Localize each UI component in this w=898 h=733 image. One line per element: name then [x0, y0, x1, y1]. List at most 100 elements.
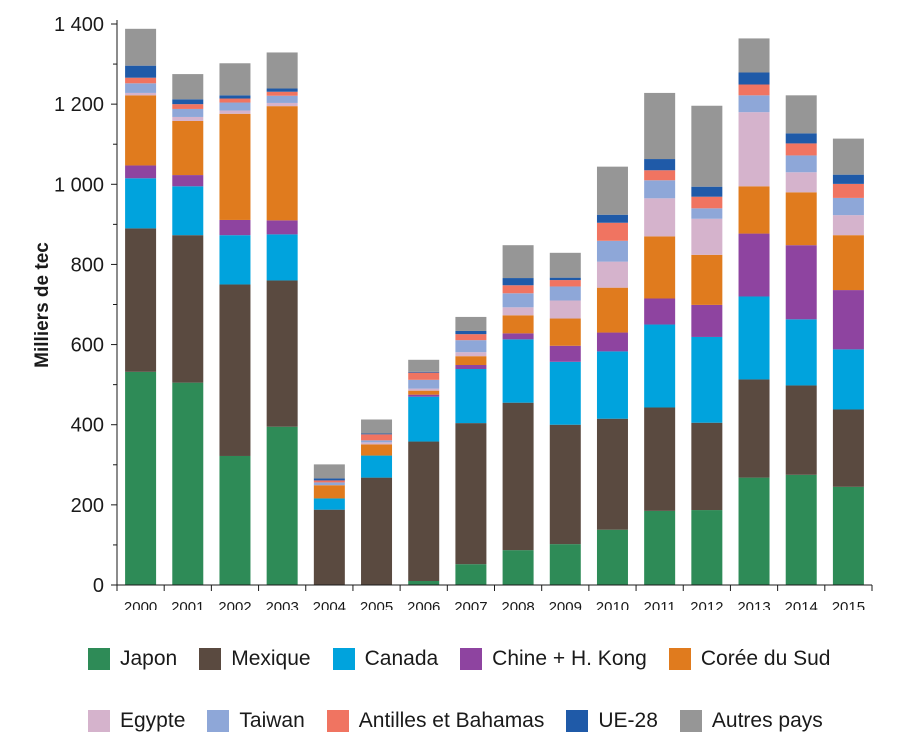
legend-label: Antilles et Bahamas — [358, 709, 545, 732]
bar-segment-mexique — [408, 441, 440, 581]
legend-item: Corée du Sud — [668, 647, 830, 671]
bar-segment-chine-h-kong — [832, 290, 864, 350]
bar-segment-antilles-et-bahamas — [549, 280, 581, 287]
bar-segment-ue-28 — [549, 277, 581, 281]
bar-segment-taiwan — [266, 95, 298, 103]
bar-segment-canada — [408, 396, 440, 442]
bar-segment-egypte — [219, 110, 251, 114]
bar-segment-mexique — [172, 235, 204, 383]
bar-segment-taiwan — [644, 180, 676, 199]
bar-segment-chine-h-kong — [691, 304, 723, 337]
legend-label: Autres pays — [711, 709, 823, 732]
x-tick-label: 2015 — [832, 599, 865, 610]
bar-segment-antilles-et-bahamas — [738, 84, 770, 96]
x-tick-label: 2011 — [644, 599, 676, 610]
bar-segment-cor-e-du-sud — [408, 390, 440, 395]
legend-item: Chine + H. Kong — [460, 647, 647, 671]
legend-item: Autres pays — [679, 709, 823, 733]
bar-segment-canada — [266, 234, 298, 281]
legend-label: Japon — [120, 647, 178, 670]
bar-segment-egypte — [361, 442, 393, 445]
bar-segment-mexique — [125, 228, 157, 372]
bar-segment-chine-h-kong — [408, 394, 440, 397]
bar-segment-chine-h-kong — [596, 332, 628, 352]
x-tick-label: 2002 — [218, 599, 251, 610]
bar-segment-antilles-et-bahamas — [313, 480, 345, 483]
bar-segment-cor-e-du-sud — [172, 120, 204, 176]
legend-label: Mexique — [231, 647, 311, 670]
bar-segment-chine-h-kong — [172, 175, 204, 187]
bar-segment-antilles-et-bahamas — [502, 285, 534, 294]
bar-segment-taiwan — [455, 340, 487, 353]
bar-segment-japon — [832, 486, 864, 585]
bar-segment-mexique — [691, 422, 723, 511]
bar-segment-chine-h-kong — [266, 220, 298, 235]
bar-segment-taiwan — [691, 208, 723, 219]
bar-segment-canada — [832, 349, 864, 410]
legend-swatch — [668, 648, 691, 670]
bar-segment-autres-pays — [219, 63, 251, 96]
legend-swatch — [199, 648, 222, 670]
bar-segment-antilles-et-bahamas — [832, 183, 864, 198]
legend-label: UE-28 — [598, 709, 658, 732]
bar-segment-canada — [644, 324, 676, 408]
bar-segment-autres-pays — [266, 52, 298, 89]
legend-item: Egypte — [88, 709, 185, 733]
bar-segment-chine-h-kong — [219, 219, 251, 236]
bar-segment-antilles-et-bahamas — [455, 334, 487, 341]
bar-segment-mexique — [785, 385, 817, 475]
bar-segment-egypte — [125, 92, 157, 96]
bar-segment-canada — [172, 186, 204, 236]
bar-segment-egypte — [172, 116, 204, 121]
bar-segment-antilles-et-bahamas — [408, 372, 440, 380]
bar-segment-autres-pays — [832, 138, 864, 175]
x-tick-label: 2010 — [596, 599, 629, 610]
bar-segment-egypte — [691, 218, 723, 255]
bar-segment-canada — [549, 361, 581, 425]
legend-swatch — [88, 648, 110, 670]
legend-item: Antilles et Bahamas — [326, 709, 545, 733]
bar-segment-mexique — [455, 423, 487, 565]
bar-segment-canada — [785, 319, 817, 386]
bar-segment-autres-pays — [408, 359, 440, 372]
bar-segment-chine-h-kong — [644, 298, 676, 325]
bar-segment-mexique — [313, 509, 345, 585]
x-axis: 2000 2001 2002 2003 2004 2005 2006 2007 2008 2009… — [116, 584, 873, 610]
legend-label: Egypte — [120, 709, 186, 732]
bar-segment-ue-28 — [361, 433, 393, 435]
bar-segment-antilles-et-bahamas — [785, 143, 817, 156]
bars — [125, 28, 864, 585]
bar-segment-egypte — [596, 261, 628, 288]
bar-segment-mexique — [549, 424, 581, 545]
bar-segment-autres-pays — [455, 316, 487, 331]
bar-segment-cor-e-du-sud — [361, 444, 393, 456]
bar-segment-egypte — [832, 215, 864, 236]
bar-segment-autres-pays — [691, 105, 723, 187]
bar-segment-canada — [125, 178, 157, 229]
bar-segment-mexique — [738, 379, 770, 478]
bar-segment-ue-28 — [455, 330, 487, 335]
bar-segment-cor-e-du-sud — [644, 236, 676, 299]
legend-label: Taiwan — [239, 709, 305, 732]
y-axis: 0 200 400 600 800 1 000 1 200 1 400 — [54, 14, 118, 597]
legend-swatch — [332, 648, 355, 670]
bar-segment-mexique — [502, 402, 534, 551]
bar-segment-egypte — [785, 172, 817, 193]
bar-segment-autres-pays — [361, 419, 393, 434]
bar-segment-japon — [266, 426, 298, 585]
bar-segment-ue-28 — [785, 133, 817, 144]
bar-segment-cor-e-du-sud — [455, 356, 487, 366]
bar-segment-cor-e-du-sud — [313, 485, 345, 499]
bar-segment-egypte — [266, 102, 298, 107]
bar-segment-canada — [313, 498, 345, 510]
bar-segment-chine-h-kong — [502, 333, 534, 340]
bar-segment-taiwan — [361, 440, 393, 443]
y-tick-label: 1 200 — [54, 94, 104, 116]
bar-segment-egypte — [738, 112, 770, 187]
x-tick-label: 2009 — [549, 599, 582, 610]
bar-segment-cor-e-du-sud — [691, 254, 723, 305]
bar-segment-antilles-et-bahamas — [125, 77, 157, 84]
bar-segment-mexique — [219, 284, 251, 456]
bar-segment-canada — [691, 336, 723, 423]
